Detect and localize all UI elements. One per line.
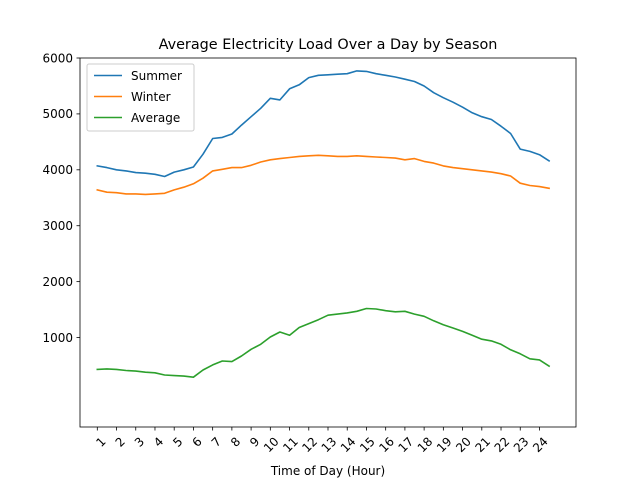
y-tick-label: 6000 [42, 51, 73, 65]
legend: Summer Winter Average [86, 63, 195, 132]
legend-label-winter: Winter [131, 90, 171, 104]
series-line-winter [96, 154, 551, 196]
y-tick-label: 5000 [42, 107, 73, 121]
series-group [96, 70, 551, 379]
y-axis: 1000 2000 3000 4000 5000 6000 [42, 51, 80, 345]
series-line-summer [96, 70, 551, 178]
y-tick-label: 4000 [42, 163, 73, 177]
x-axis-title: Time of Day (Hour) [270, 464, 385, 478]
legend-label-summer: Summer [131, 69, 182, 83]
y-tick-label: 3000 [42, 219, 73, 233]
series-line-average [96, 307, 551, 379]
legend-label-average: Average [131, 111, 180, 125]
legend-box [86, 63, 195, 132]
y-tick-label: 2000 [42, 275, 73, 289]
chart-title: Average Electricity Load Over a Day by S… [159, 37, 498, 53]
y-tick-label: 1000 [42, 331, 73, 345]
